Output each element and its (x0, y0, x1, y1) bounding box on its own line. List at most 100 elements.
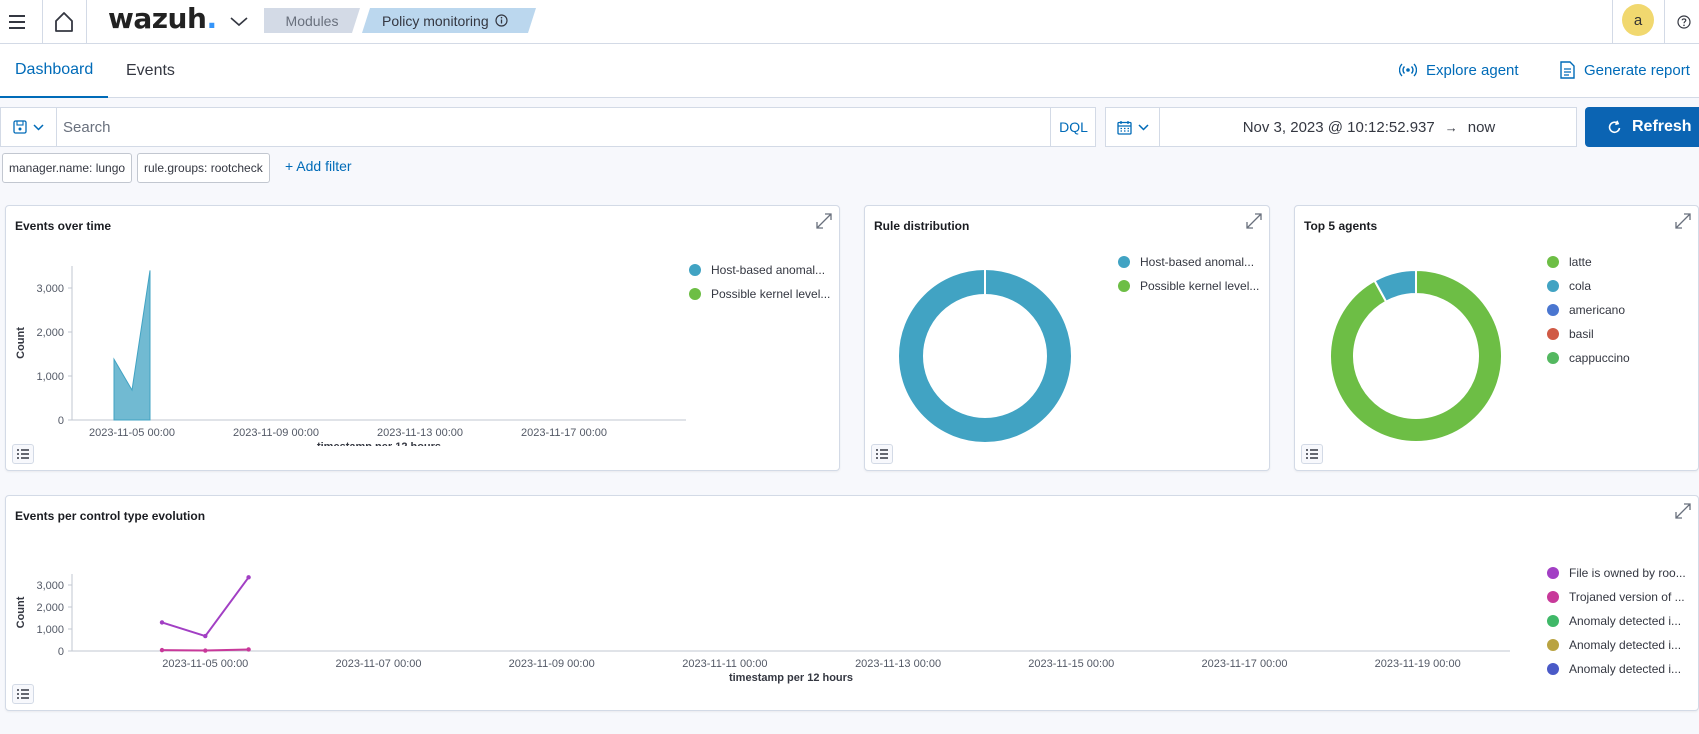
home-icon (55, 12, 73, 32)
help-button[interactable] (1672, 0, 1696, 44)
legend-label: cola (1569, 279, 1592, 293)
legend-item[interactable]: Possible kernel level... (689, 286, 830, 302)
menu-button[interactable] (0, 0, 34, 44)
x-tick-label: 2023-11-09 00:00 (509, 658, 595, 670)
wazuh-logo[interactable]: wazuh. (108, 2, 217, 35)
tab-events[interactable]: Events (126, 62, 175, 79)
rule-distribution-chart (899, 269, 1071, 442)
tab-dashboard[interactable]: Dashboard (0, 44, 109, 98)
y-tick-label: 2,000 (36, 327, 64, 339)
chart-legend: File is owned by roo... Trojaned version … (1547, 565, 1686, 677)
legend-item[interactable]: cola (1547, 278, 1630, 294)
expand-icon[interactable] (1245, 212, 1263, 230)
search-input[interactable] (57, 108, 1047, 146)
panel-title: Rule distribution (874, 219, 970, 233)
toggle-legend-button[interactable] (871, 444, 893, 464)
generate-report-label: Generate report (1584, 61, 1690, 79)
y-tick-label: 3,000 (36, 283, 64, 295)
x-tick-label: 2023-11-13 00:00 (377, 427, 463, 439)
legend-swatch (1547, 663, 1559, 675)
control-type-panel: Events per control type evolution 0 1,000… (5, 495, 1699, 711)
legend-item[interactable]: americano (1547, 302, 1630, 318)
x-tick-label: 2023-11-17 00:00 (521, 427, 607, 439)
query-language-button[interactable]: DQL (1050, 108, 1096, 146)
legend-item[interactable]: Possible kernel level... (1118, 278, 1259, 294)
expand-icon[interactable] (1674, 502, 1692, 520)
home-button[interactable] (43, 0, 85, 44)
x-tick-label: 2023-11-19 00:00 (1375, 658, 1461, 670)
panel-title: Top 5 agents (1304, 219, 1378, 233)
x-axis-title: timestamp per 12 hours (317, 441, 441, 446)
list-icon (17, 689, 29, 699)
filter-pill[interactable]: rule.groups: rootcheck (137, 153, 270, 183)
quick-date-button[interactable] (1106, 108, 1160, 146)
expand-icon[interactable] (1674, 212, 1692, 230)
tabs-row: Dashboard Events Explore agent Generate … (0, 44, 1699, 98)
y-tick-label: 2,000 (36, 602, 64, 614)
data-point (203, 633, 208, 639)
arrow-right-icon: → (1444, 119, 1458, 135)
legend-item[interactable]: Anomaly detected i... (1547, 613, 1686, 629)
chevron-down-icon (33, 123, 44, 131)
x-tick-label: 2023-11-05 00:00 (162, 658, 248, 670)
x-tick-label: 2023-11-07 00:00 (335, 658, 421, 670)
chart-legend: Host-based anomal... Possible kernel leve… (689, 262, 830, 302)
legend-swatch (689, 264, 701, 276)
logo-dot: . (206, 2, 217, 35)
y-tick-label: 1,000 (36, 624, 64, 636)
legend-item[interactable]: Anomaly detected i... (1547, 637, 1686, 653)
legend-label: americano (1569, 303, 1626, 317)
legend-item[interactable]: Host-based anomal... (689, 262, 830, 278)
chart-legend: latte cola americano basil cappuccino (1547, 254, 1630, 366)
breadcrumb-modules[interactable]: Modules (264, 8, 360, 33)
info-icon[interactable] (495, 14, 508, 27)
toggle-legend-button[interactable] (12, 444, 34, 464)
legend-item[interactable]: File is owned by roo... (1547, 565, 1686, 581)
chevron-down-icon (230, 17, 248, 27)
filter-pill[interactable]: manager.name: lungo (2, 153, 133, 183)
x-tick-label: 2023-11-15 00:00 (1028, 658, 1114, 670)
app-switcher-button[interactable] (226, 0, 252, 44)
explore-agent-button[interactable]: Explore agent (1399, 58, 1519, 82)
date-range[interactable]: Nov 3, 2023 @ 10:12:52.937 → now (1161, 108, 1577, 146)
legend-swatch (1547, 256, 1559, 268)
data-point (159, 620, 165, 625)
toggle-legend-button[interactable] (1301, 444, 1323, 464)
logo-text: wazuh (108, 2, 207, 35)
data-point (246, 647, 251, 652)
saved-queries-button[interactable] (1, 108, 57, 146)
date-picker: Nov 3, 2023 @ 10:12:52.937 → now (1105, 107, 1577, 147)
refresh-icon (1608, 120, 1621, 133)
legend-label: File is owned by roo... (1569, 566, 1686, 580)
data-point (203, 648, 208, 653)
date-end[interactable]: now (1467, 118, 1496, 136)
legend-item[interactable]: basil (1547, 326, 1630, 342)
user-avatar[interactable]: a (1622, 4, 1654, 36)
chart-legend: Host-based anomal... Possible kernel leve… (1118, 254, 1259, 294)
explore-agent-label: Explore agent (1426, 61, 1519, 79)
toggle-legend-button[interactable] (12, 684, 34, 704)
top-agents-panel: Top 5 agents latte cola americano basil capp… (1294, 205, 1699, 471)
x-tick-label: 2023-11-09 00:00 (233, 427, 319, 439)
panel-title: Events per control type evolution (15, 509, 206, 523)
legend-item[interactable]: cappuccino (1547, 350, 1630, 366)
legend-label: Anomaly detected i... (1569, 662, 1682, 676)
legend-swatch (1547, 280, 1559, 292)
refresh-button[interactable]: Refresh (1585, 107, 1699, 147)
date-start[interactable]: Nov 3, 2023 @ 10:12:52.937 (1242, 118, 1435, 136)
calendar-icon (1116, 120, 1132, 135)
y-tick-label: 0 (58, 646, 64, 658)
expand-icon[interactable] (815, 212, 833, 230)
legend-swatch (1547, 352, 1559, 364)
rule-distribution-panel: Rule distribution Host-based anomal... Po… (864, 205, 1270, 471)
legend-item[interactable]: Host-based anomal... (1118, 254, 1259, 270)
legend-label: Possible kernel level... (1140, 279, 1260, 293)
generate-report-button[interactable]: Generate report (1560, 58, 1690, 82)
legend-swatch (1547, 567, 1559, 579)
add-filter-button[interactable]: + Add filter (285, 158, 352, 174)
legend-item[interactable]: Trojaned version of ... (1547, 589, 1686, 605)
legend-label: Possible kernel level... (711, 287, 831, 301)
legend-item[interactable]: Anomaly detected i... (1547, 661, 1686, 677)
legend-item[interactable]: latte (1547, 254, 1630, 270)
x-tick-label: 2023-11-17 00:00 (1201, 658, 1287, 670)
